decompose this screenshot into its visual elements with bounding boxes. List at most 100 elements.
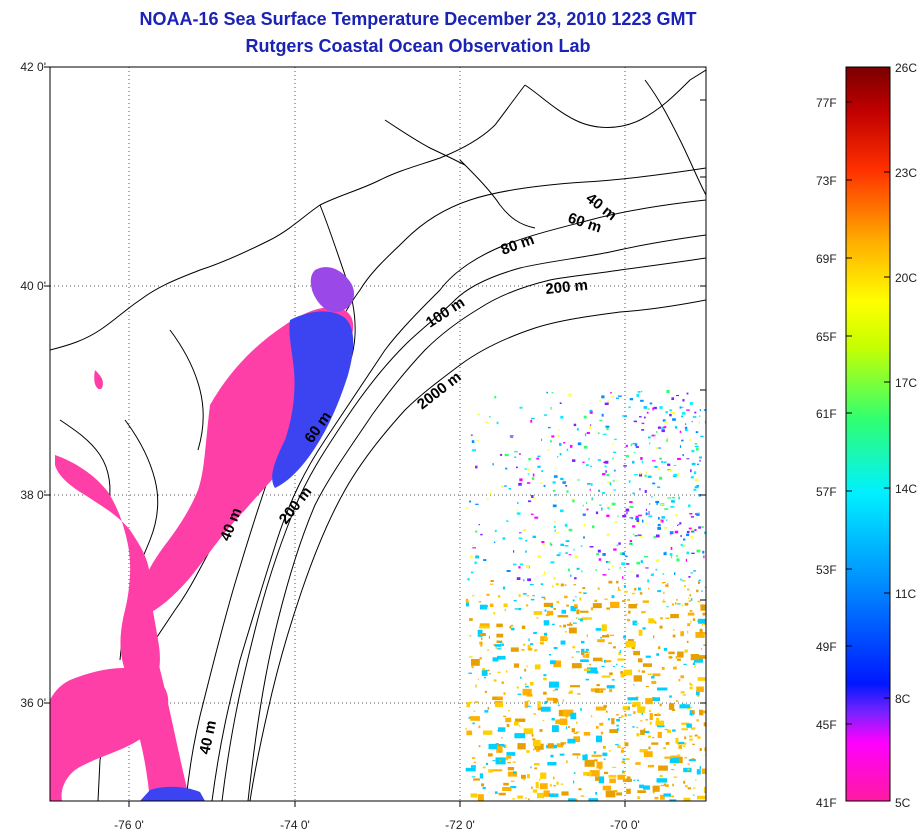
- sst-pixel: [543, 414, 548, 416]
- sst-pixel: [647, 408, 650, 410]
- sst-pixel: [638, 629, 643, 636]
- sst-pixel: [583, 445, 588, 449]
- sst-pixel: [616, 714, 619, 716]
- sst-pixel: [686, 530, 690, 534]
- sst-pixel: [694, 443, 698, 445]
- sst-pixel: [674, 426, 678, 429]
- sst-pixel: [612, 480, 615, 482]
- sst-pixel: [652, 407, 654, 411]
- sst-pixel: [696, 463, 699, 466]
- sst-pixel: [577, 479, 580, 481]
- sst-pixel: [629, 540, 632, 542]
- sst-pixel: [566, 623, 573, 626]
- sst-pixel: [672, 634, 676, 638]
- sst-pixel: [570, 444, 573, 448]
- sst-pixel: [601, 675, 611, 678]
- sst-pixel: [689, 735, 693, 738]
- sst-pixel: [488, 769, 493, 773]
- sst-pixel: [672, 795, 674, 798]
- sst-pixel: [469, 500, 472, 503]
- sst-pixel: [573, 780, 575, 784]
- sst-pixel: [586, 464, 589, 467]
- cb-c-14: 14C: [895, 482, 918, 496]
- sst-pixel: [530, 419, 533, 423]
- sst-pixel: [628, 604, 637, 609]
- sst-pixel: [477, 413, 480, 416]
- sst-pixel: [688, 527, 692, 530]
- sst-pixel: [568, 528, 573, 532]
- sst-pixel: [575, 731, 580, 733]
- sst-pixel: [617, 515, 619, 518]
- sst-pixel: [633, 420, 637, 423]
- colorbar: [845, 66, 891, 802]
- sst-pixel: [664, 756, 672, 759]
- sst-pixel: [637, 706, 645, 713]
- sst-pixel: [524, 683, 527, 685]
- sst-pixel: [678, 523, 680, 525]
- sst-pixel: [497, 655, 506, 660]
- sst-pixel: [618, 717, 622, 719]
- sst-pixel: [475, 530, 478, 533]
- sst-pixel: [571, 656, 574, 659]
- sst-pixel: [609, 778, 616, 784]
- sst-pixel: [652, 573, 654, 576]
- sst-pixel: [488, 635, 490, 639]
- sst-pixel: [686, 723, 692, 728]
- lat-label-38: 38 0': [20, 488, 46, 502]
- sst-pixel: [671, 397, 674, 400]
- sst-pixel: [686, 409, 690, 411]
- sst-pixel: [564, 584, 567, 586]
- sst-pixel: [582, 652, 585, 656]
- sst-pixel: [671, 769, 675, 771]
- sst-pixel: [514, 456, 517, 458]
- sst-pixel: [518, 725, 521, 727]
- sst-pixel: [703, 786, 706, 793]
- sst-pixel: [659, 457, 662, 460]
- sst-pixel: [465, 767, 476, 772]
- sst-pixel: [583, 772, 592, 776]
- sst-pixel: [690, 516, 694, 518]
- sst-pixel: [629, 517, 634, 519]
- sst-pixel: [602, 433, 607, 435]
- sst-pixel: [525, 565, 530, 568]
- sst-pixel: [522, 593, 527, 595]
- sst-pixel: [466, 600, 470, 603]
- sst-pixel: [482, 730, 493, 735]
- sst-pixel: [659, 625, 663, 629]
- sst-pixel: [500, 641, 502, 644]
- sst-pixel: [552, 701, 554, 704]
- sst-pixel: [575, 595, 577, 598]
- sst-pixel: [660, 784, 665, 787]
- sst-pixel: [669, 413, 672, 417]
- sst-pixel: [637, 796, 641, 800]
- sst-pixel: [533, 611, 543, 615]
- sst-pixel: [511, 624, 514, 627]
- sst-pixel: [658, 467, 660, 471]
- sst-pixel: [628, 480, 631, 483]
- sst-pixel: [675, 514, 678, 517]
- sst-pixel: [566, 604, 569, 607]
- sst-pixel: [670, 755, 678, 758]
- sst-pixel: [572, 622, 577, 624]
- sst-pixel: [680, 535, 682, 537]
- sst-pixel: [592, 525, 595, 529]
- sst-pixel: [582, 754, 588, 761]
- sst-pixel: [634, 474, 638, 476]
- sst-pixel: [534, 763, 540, 766]
- sst-pixel: [578, 618, 580, 620]
- sst-pixel: [607, 481, 611, 484]
- sst-pixel: [636, 726, 639, 729]
- sst-pixel: [503, 485, 507, 487]
- sst-pixel: [611, 718, 615, 725]
- sst-pixel: [601, 413, 604, 417]
- sst-pixel: [559, 753, 565, 756]
- sst-pixel: [495, 647, 497, 649]
- sst-pixel: [528, 638, 530, 642]
- sst-pixel: [478, 601, 482, 603]
- sst-pixel: [625, 758, 630, 760]
- sst-pixel: [468, 672, 472, 674]
- sst-pixel: [581, 648, 585, 655]
- sst-pixel: [565, 485, 568, 487]
- sst-pixel: [624, 742, 629, 747]
- sst-pixel: [501, 681, 504, 684]
